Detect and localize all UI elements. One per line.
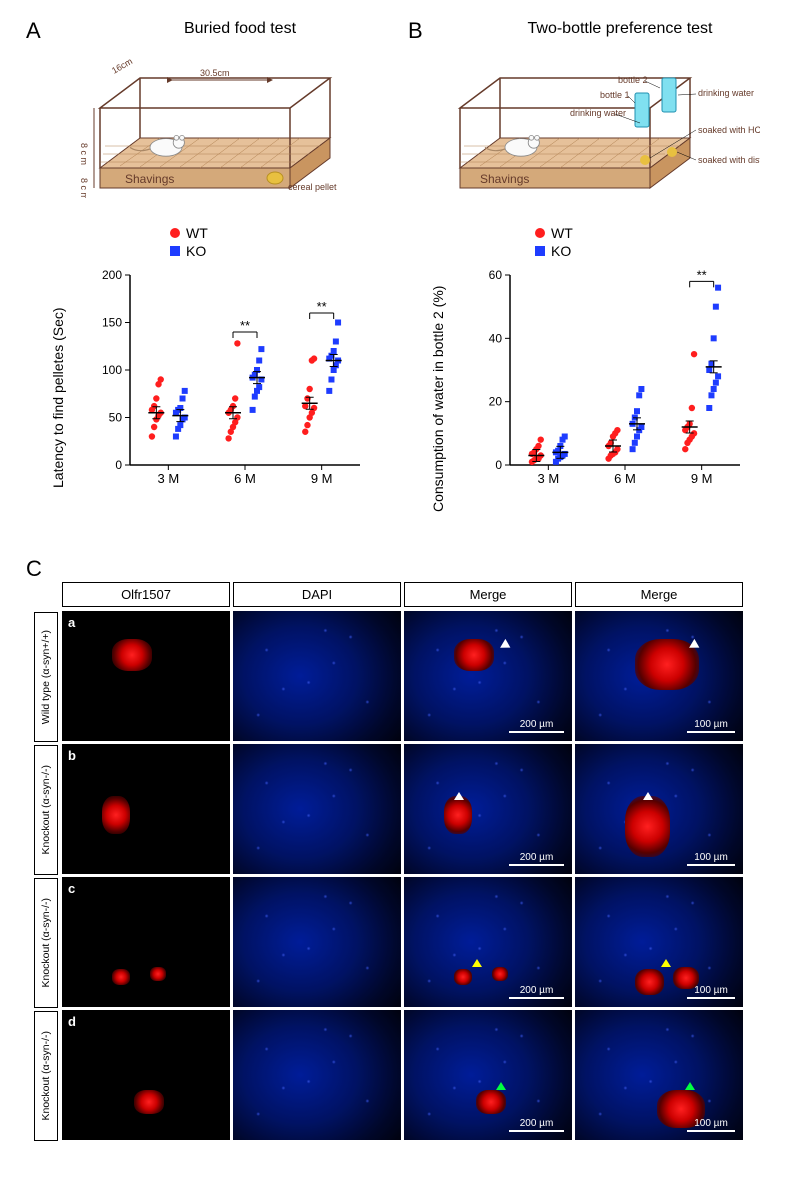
svg-text:3 M: 3 M [537,471,559,486]
svg-text:Shavings: Shavings [125,172,174,186]
svg-text:3 M: 3 M [157,471,179,486]
svg-text:9 M: 9 M [311,471,333,486]
row-label: Knockout (α-syn-/-) [34,745,58,875]
svg-text:bottle 1: bottle 1 [600,90,630,100]
svg-text:16cm: 16cm [110,56,134,76]
svg-text:20: 20 [489,395,503,409]
legend-b: WT KO [535,225,573,261]
microscopy-image: 200 µm [404,611,572,741]
svg-text:40: 40 [489,331,503,345]
chart-latency: 0 50 100 150 200 3 M 6 M 9 M ** ** [60,225,380,495]
panel-a-title: Buried food test [140,20,340,38]
svg-text:**: ** [240,318,250,333]
panel-c-label: C [26,556,42,582]
cage-diagram-b: Shavings bottle 1 bottle 2 drinking wate… [440,38,760,198]
svg-text:150: 150 [102,316,122,330]
svg-text:0: 0 [115,458,122,472]
svg-text:8 c m: 8 c m [79,143,89,165]
row-label: Knockout (α-syn-/-) [34,1011,58,1141]
cage-diagram-a: 16cm 30.5cm 8 c m 8 c m Shavings cereal … [70,38,350,198]
svg-text:50: 50 [109,411,123,425]
svg-text:bottle 2: bottle 2 [618,75,648,85]
microscopy-image: 100 µm [575,744,743,874]
chart-consumption: 0 20 40 60 3 M 6 M 9 M ** [440,225,760,495]
col-header-merge1: Merge [404,582,572,607]
col-header-dapi: DAPI [233,582,401,607]
panel-a-label: A [26,18,41,44]
microscopy-image: 200 µm [404,1010,572,1140]
svg-text:drinking water: drinking water [698,88,754,98]
svg-text:60: 60 [489,268,503,282]
microscopy-image: 200 µm [404,877,572,1007]
microscopy-image [233,611,401,741]
microscopy-image: 100 µm [575,877,743,1007]
panel-b-title: Two-bottle preference test [490,20,750,38]
microscopy-image: c [62,877,230,1007]
svg-text:cereal pellet: cereal pellet [288,182,337,192]
svg-text:soaked with HCl: soaked with HCl [698,125,760,135]
microscopy-image: b [62,744,230,874]
microscopy-row: d 200 µm100 µm [62,1010,762,1140]
microscopy-grid: Olfr1507 DAPI Merge Merge a200 µm100 µmb… [62,582,762,1143]
microscopy-image [233,744,401,874]
panel-b-label: B [408,18,423,44]
col-header-merge2: Merge [575,582,743,607]
microscopy-row: a 200 µm100 µm [62,611,762,741]
row-label: Wild type (α-syn+/+) [34,612,58,742]
microscopy-image [233,1010,401,1140]
svg-text:200: 200 [102,268,122,282]
svg-text:0: 0 [495,458,502,472]
svg-text:Shavings: Shavings [480,172,529,186]
microscopy-image [233,877,401,1007]
microscopy-row: c 200 µm100 µm [62,877,762,1007]
svg-text:**: ** [697,267,707,282]
chart-a-ylabel: Latency to find pelletes (Sec) [50,307,66,488]
svg-text:6 M: 6 M [234,471,256,486]
svg-text:9 M: 9 M [691,471,713,486]
chart-b-ylabel: Consumption of water in bottle 2 (%) [430,286,446,512]
svg-text:drinking water: drinking water [570,108,626,118]
svg-text:6 M: 6 M [614,471,636,486]
svg-text:soaked with distilled water: soaked with distilled water [698,155,760,165]
svg-text:30.5cm: 30.5cm [200,68,230,78]
svg-text:8 c m: 8 c m [79,178,89,198]
svg-text:100: 100 [102,363,122,377]
svg-text:**: ** [317,299,327,314]
microscopy-image: 100 µm [575,611,743,741]
legend-a: WT KO [170,225,208,261]
microscopy-image: 200 µm [404,744,572,874]
microscopy-image: d [62,1010,230,1140]
row-label: Knockout (α-syn-/-) [34,878,58,1008]
microscopy-image: 100 µm [575,1010,743,1140]
microscopy-row: b 200 µm100 µm [62,744,762,874]
col-header-olfr: Olfr1507 [62,582,230,607]
microscopy-image: a [62,611,230,741]
